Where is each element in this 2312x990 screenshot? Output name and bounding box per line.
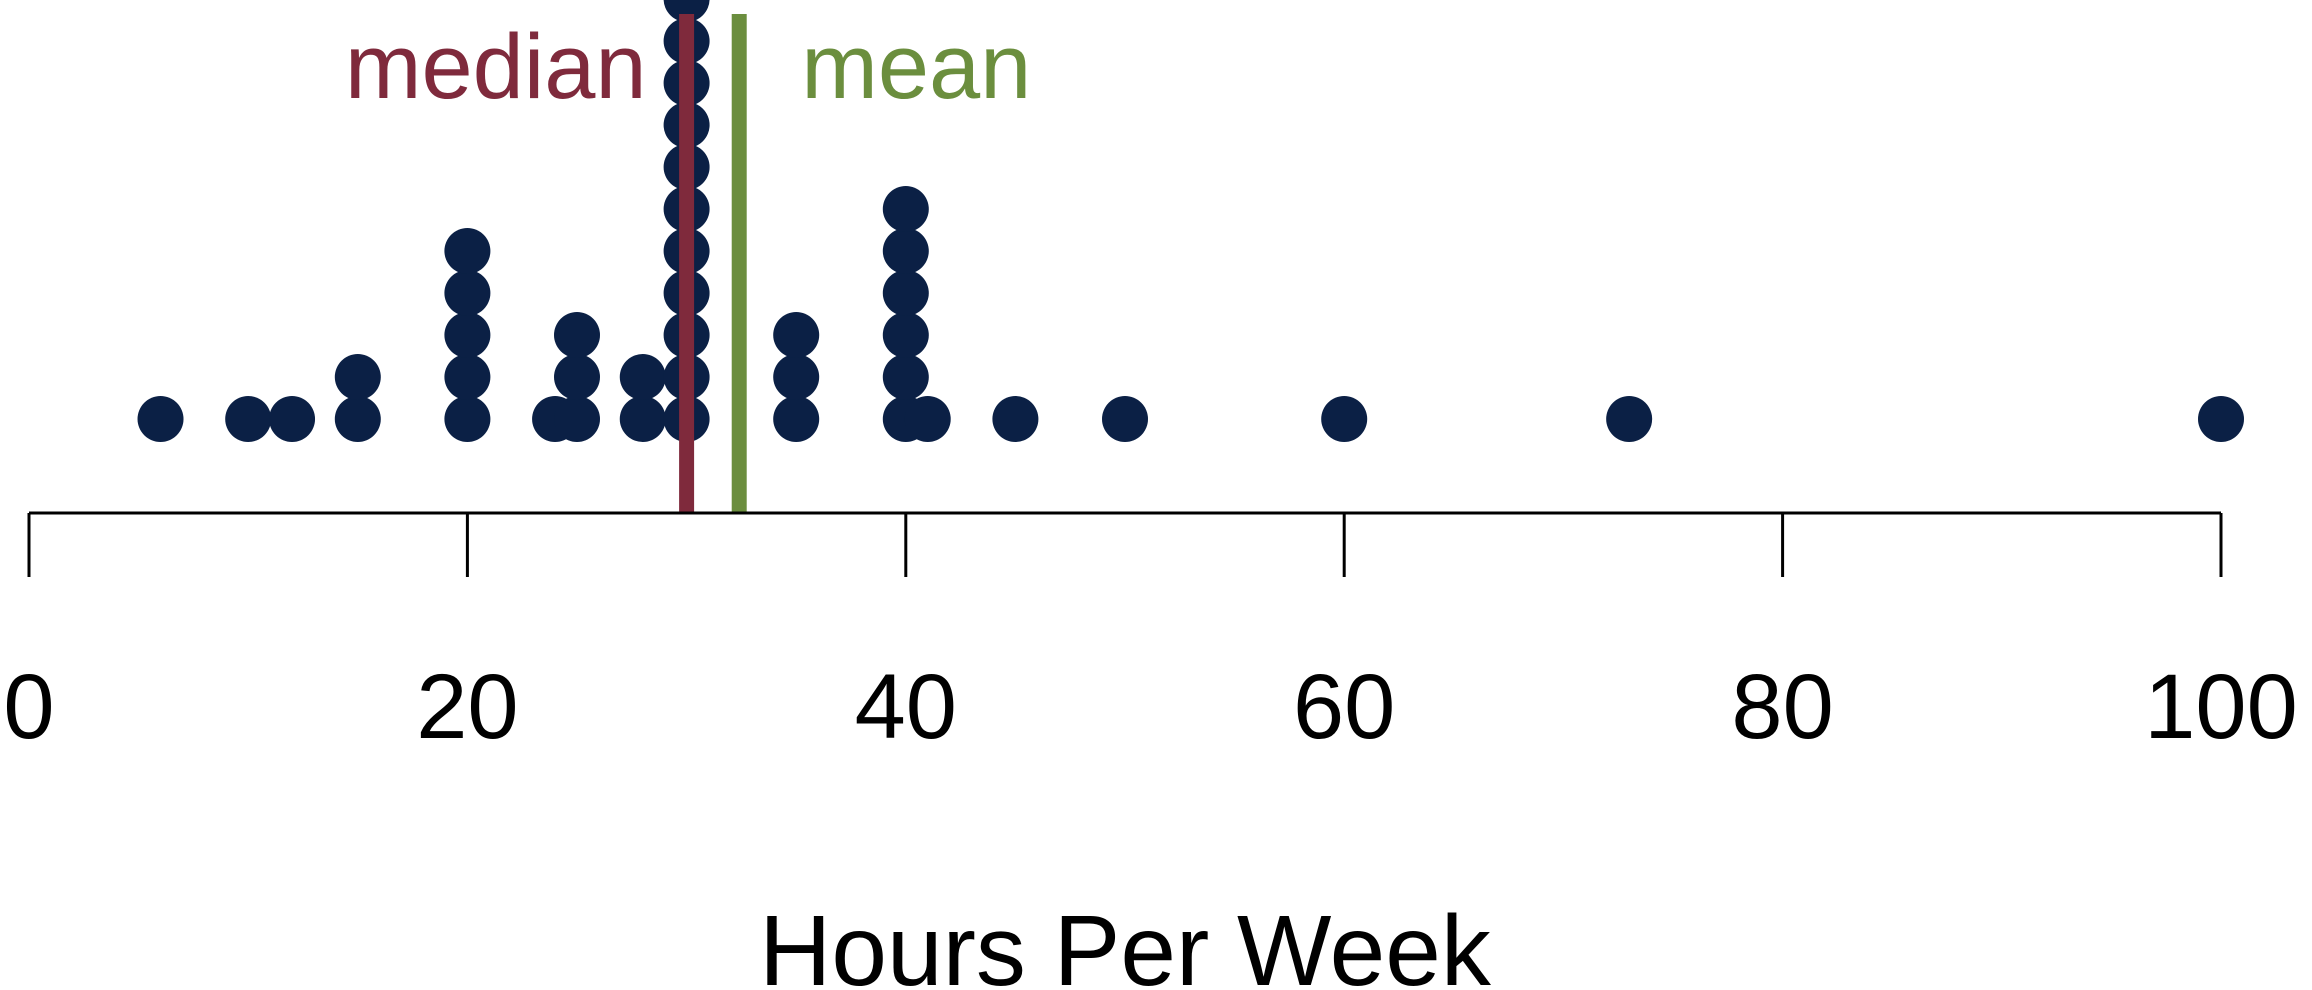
x-tick-label-80: 80 [1731,656,1833,758]
reference-lines-layer: median mean [345,14,1031,513]
data-dot [882,312,929,358]
data-dot [882,186,929,232]
data-dot [904,396,951,442]
x-tick-label-0: 0 [3,656,54,758]
data-dot [1606,396,1653,442]
data-dot [882,354,929,400]
mean-label: mean [801,16,1031,118]
data-dot [137,396,184,442]
data-dot [554,354,600,400]
data-dot [269,396,316,442]
median-label: median [345,16,647,118]
data-dot [992,396,1039,442]
data-dot [773,312,820,358]
x-axis-title: Hours Per Week [759,895,1492,990]
x-tick-label-60: 60 [1293,656,1395,758]
dots-layer [137,0,2244,442]
data-dot [773,354,820,400]
data-dot [554,396,600,442]
x-axis-ticks: 0 20 40 60 80 100 [3,513,2298,758]
x-tick-label-40: 40 [855,656,957,758]
data-dot [444,354,491,400]
data-dot [225,396,272,442]
data-dot [1321,396,1368,442]
data-dot [444,270,491,316]
data-dot [554,312,600,358]
data-dot [444,312,491,358]
data-dot [773,396,820,442]
data-dot [619,396,666,442]
data-dot [619,354,666,400]
data-dot [2198,396,2244,442]
x-tick-label-100: 100 [2144,656,2298,758]
data-dot [882,270,929,316]
data-dot [882,228,929,274]
data-dot [334,354,381,400]
data-dot [663,0,710,22]
x-tick-label-20: 20 [416,656,518,758]
data-dot [334,396,381,442]
data-dot [444,396,491,442]
data-dot [1102,396,1148,442]
data-dot [444,228,491,274]
